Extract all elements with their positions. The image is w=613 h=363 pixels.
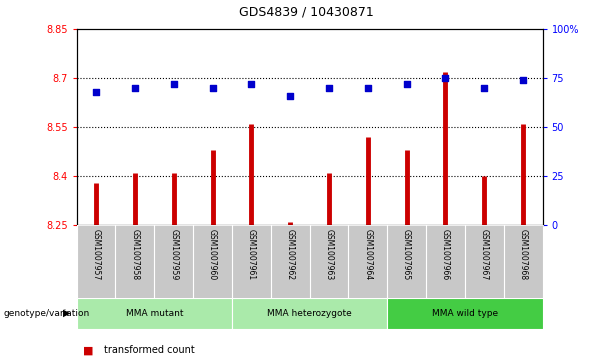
Text: GSM1007962: GSM1007962 <box>286 229 295 280</box>
Point <box>91 89 101 95</box>
Text: GSM1007967: GSM1007967 <box>480 229 489 280</box>
Point <box>169 81 178 87</box>
Text: GSM1007966: GSM1007966 <box>441 229 450 280</box>
Text: GSM1007957: GSM1007957 <box>91 229 101 280</box>
Text: GSM1007960: GSM1007960 <box>208 229 217 280</box>
Point <box>402 81 411 87</box>
Text: GSM1007965: GSM1007965 <box>402 229 411 280</box>
Point <box>246 81 256 87</box>
Text: GSM1007961: GSM1007961 <box>247 229 256 280</box>
Point <box>518 77 528 83</box>
Point <box>363 85 373 91</box>
Point <box>208 85 218 91</box>
Bar <box>387 298 543 329</box>
Bar <box>77 298 232 329</box>
Point <box>324 85 334 91</box>
Point <box>441 75 451 81</box>
Text: transformed count: transformed count <box>104 345 195 355</box>
Text: GSM1007968: GSM1007968 <box>519 229 528 280</box>
Text: GSM1007964: GSM1007964 <box>364 229 372 280</box>
Point <box>130 85 140 91</box>
Text: GSM1007959: GSM1007959 <box>169 229 178 280</box>
Point <box>285 93 295 99</box>
Text: GSM1007958: GSM1007958 <box>131 229 139 280</box>
Text: MMA heterozygote: MMA heterozygote <box>267 309 352 318</box>
Text: ■: ■ <box>83 345 93 355</box>
Bar <box>232 298 387 329</box>
Point <box>479 85 489 91</box>
Text: ▶: ▶ <box>63 308 70 318</box>
Text: GDS4839 / 10430871: GDS4839 / 10430871 <box>239 5 374 19</box>
Text: genotype/variation: genotype/variation <box>3 309 89 318</box>
Text: MMA mutant: MMA mutant <box>126 309 183 318</box>
Text: GSM1007963: GSM1007963 <box>324 229 333 280</box>
Text: MMA wild type: MMA wild type <box>432 309 498 318</box>
